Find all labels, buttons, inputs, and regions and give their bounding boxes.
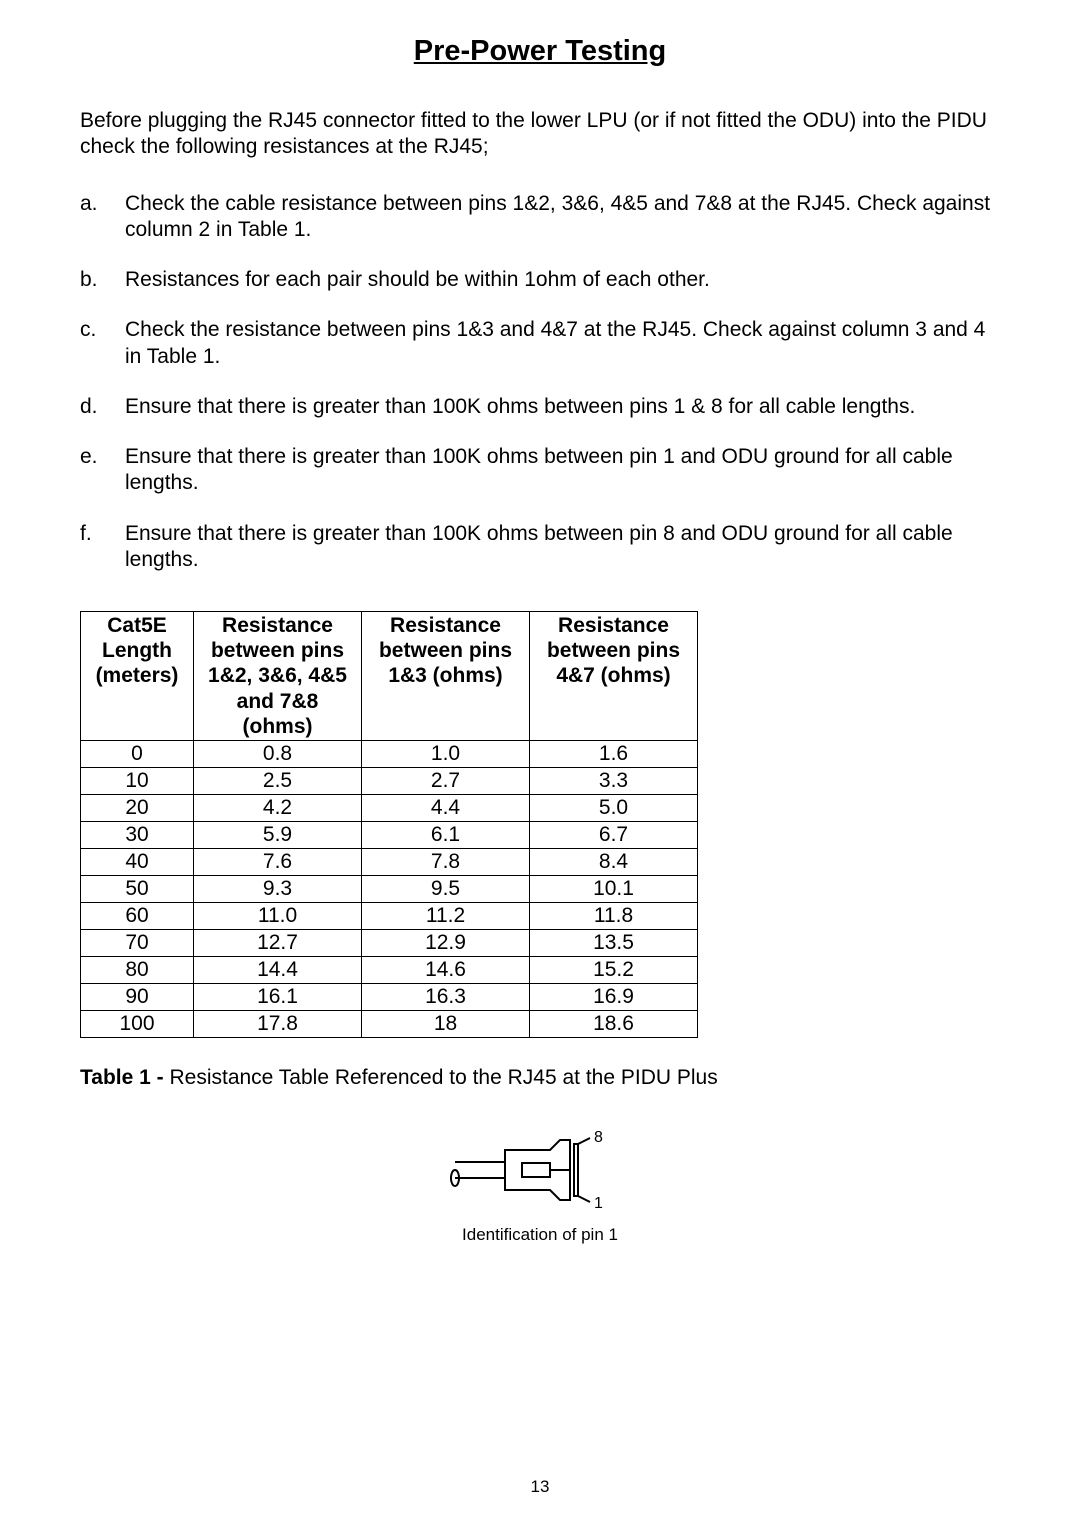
table-cell: 18.6 bbox=[530, 1010, 698, 1037]
table-cell: 20 bbox=[81, 794, 194, 821]
resistance-table: Cat5E Length (meters) Resistance between… bbox=[80, 611, 698, 1038]
table-cell: 12.9 bbox=[362, 929, 530, 956]
table-cell: 11.0 bbox=[194, 902, 362, 929]
resistance-table-wrap: Cat5E Length (meters) Resistance between… bbox=[80, 611, 1000, 1038]
table-cell: 100 bbox=[81, 1010, 194, 1037]
table-cell: 0.8 bbox=[194, 740, 362, 767]
table-cell: 4.4 bbox=[362, 794, 530, 821]
table-row: 204.24.45.0 bbox=[81, 794, 698, 821]
page: Pre-Power Testing Before plugging the RJ… bbox=[0, 0, 1080, 1527]
table-cell: 11.8 bbox=[530, 902, 698, 929]
list-item: c. Check the resistance between pins 1&3… bbox=[80, 317, 1000, 370]
table-cell: 7.8 bbox=[362, 848, 530, 875]
table-cell: 6.7 bbox=[530, 821, 698, 848]
table-cell: 50 bbox=[81, 875, 194, 902]
table-cell: 15.2 bbox=[530, 956, 698, 983]
table-cell: 14.4 bbox=[194, 956, 362, 983]
table-cell: 80 bbox=[81, 956, 194, 983]
list-marker: e. bbox=[80, 444, 125, 497]
table-cell: 2.5 bbox=[194, 767, 362, 794]
table-cell: 60 bbox=[81, 902, 194, 929]
pin-label-1: 1 bbox=[594, 1195, 603, 1210]
table-row: 407.67.88.4 bbox=[81, 848, 698, 875]
list-item: f. Ensure that there is greater than 100… bbox=[80, 521, 1000, 574]
list-text: Ensure that there is greater than 100K o… bbox=[125, 394, 1000, 420]
intro-paragraph: Before plugging the RJ45 connector fitte… bbox=[80, 108, 1000, 161]
table-cell: 3.3 bbox=[530, 767, 698, 794]
table-caption: Table 1 - Resistance Table Referenced to… bbox=[80, 1066, 1000, 1090]
table-row: 8014.414.615.2 bbox=[81, 956, 698, 983]
rj45-icon: 8 1 bbox=[450, 1130, 630, 1210]
table-cell: 9.5 bbox=[362, 875, 530, 902]
list-text: Ensure that there is greater than 100K o… bbox=[125, 444, 1000, 497]
table-cell: 18 bbox=[362, 1010, 530, 1037]
list-marker: d. bbox=[80, 394, 125, 420]
table-row: 305.96.16.7 bbox=[81, 821, 698, 848]
list-item: a. Check the cable resistance between pi… bbox=[80, 191, 1000, 244]
table-cell: 7.6 bbox=[194, 848, 362, 875]
table-header: Resistance between pins 1&2, 3&6, 4&5 an… bbox=[194, 612, 362, 741]
table-row: 9016.116.316.9 bbox=[81, 983, 698, 1010]
table-row: 7012.712.913.5 bbox=[81, 929, 698, 956]
list-marker: a. bbox=[80, 191, 125, 244]
list-text: Ensure that there is greater than 100K o… bbox=[125, 521, 1000, 574]
caption-bold: Table 1 - bbox=[80, 1066, 169, 1089]
table-header: Resistance between pins 4&7 (ohms) bbox=[530, 612, 698, 741]
table-cell: 90 bbox=[81, 983, 194, 1010]
page-number: 13 bbox=[0, 1477, 1080, 1497]
list-text: Resistances for each pair should be with… bbox=[125, 267, 1000, 293]
table-cell: 4.2 bbox=[194, 794, 362, 821]
table-header: Resistance between pins 1&3 (ohms) bbox=[362, 612, 530, 741]
figure-caption: Identification of pin 1 bbox=[80, 1225, 1000, 1245]
list-item: e. Ensure that there is greater than 100… bbox=[80, 444, 1000, 497]
table-row: 6011.011.211.8 bbox=[81, 902, 698, 929]
table-cell: 5.0 bbox=[530, 794, 698, 821]
page-title: Pre-Power Testing bbox=[80, 35, 1000, 68]
table-row: 10017.81818.6 bbox=[81, 1010, 698, 1037]
list-text: Check the resistance between pins 1&3 an… bbox=[125, 317, 1000, 370]
list-marker: f. bbox=[80, 521, 125, 574]
table-header: Cat5E Length (meters) bbox=[81, 612, 194, 741]
table-cell: 12.7 bbox=[194, 929, 362, 956]
table-cell: 2.7 bbox=[362, 767, 530, 794]
pin-label-8: 8 bbox=[594, 1130, 603, 1146]
table-cell: 1.6 bbox=[530, 740, 698, 767]
table-cell: 16.9 bbox=[530, 983, 698, 1010]
table-cell: 70 bbox=[81, 929, 194, 956]
table-cell: 40 bbox=[81, 848, 194, 875]
table-cell: 6.1 bbox=[362, 821, 530, 848]
table-row: 509.39.510.1 bbox=[81, 875, 698, 902]
caption-text: Resistance Table Referenced to the RJ45 … bbox=[169, 1066, 717, 1089]
table-cell: 1.0 bbox=[362, 740, 530, 767]
list-text: Check the cable resistance between pins … bbox=[125, 191, 1000, 244]
table-cell: 10 bbox=[81, 767, 194, 794]
table-row: 102.52.73.3 bbox=[81, 767, 698, 794]
table-cell: 14.6 bbox=[362, 956, 530, 983]
table-cell: 13.5 bbox=[530, 929, 698, 956]
table-cell: 17.8 bbox=[194, 1010, 362, 1037]
table-cell: 11.2 bbox=[362, 902, 530, 929]
list-item: d. Ensure that there is greater than 100… bbox=[80, 394, 1000, 420]
table-cell: 16.1 bbox=[194, 983, 362, 1010]
table-row: 00.81.01.6 bbox=[81, 740, 698, 767]
list-marker: c. bbox=[80, 317, 125, 370]
instruction-list: a. Check the cable resistance between pi… bbox=[80, 191, 1000, 574]
list-item: b. Resistances for each pair should be w… bbox=[80, 267, 1000, 293]
rj45-figure: 8 1 Identification of pin 1 bbox=[80, 1130, 1000, 1245]
table-cell: 10.1 bbox=[530, 875, 698, 902]
table-header-row: Cat5E Length (meters) Resistance between… bbox=[81, 612, 698, 741]
table-cell: 9.3 bbox=[194, 875, 362, 902]
table-cell: 16.3 bbox=[362, 983, 530, 1010]
table-cell: 5.9 bbox=[194, 821, 362, 848]
table-cell: 8.4 bbox=[530, 848, 698, 875]
table-cell: 0 bbox=[81, 740, 194, 767]
list-marker: b. bbox=[80, 267, 125, 293]
table-cell: 30 bbox=[81, 821, 194, 848]
